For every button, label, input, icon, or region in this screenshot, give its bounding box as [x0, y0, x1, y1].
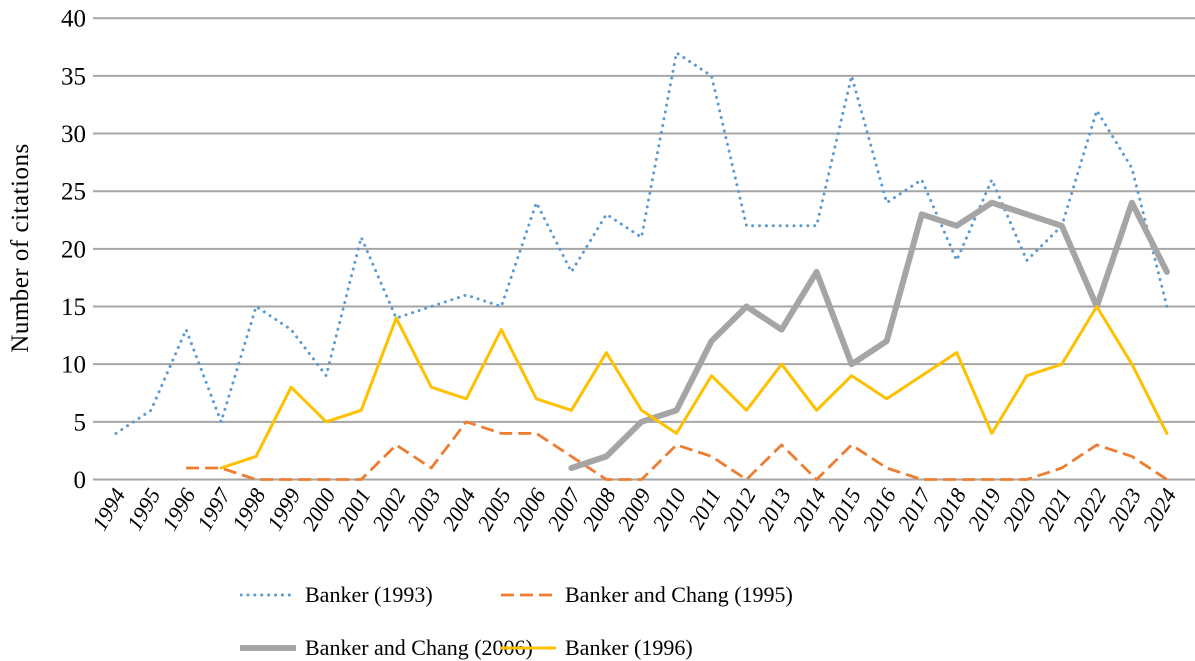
- svg-text:2016: 2016: [857, 484, 901, 535]
- plot-area: 0 5 10 15 20 25 30 35 40 199419951996199719981999…: [61, 6, 1195, 535]
- svg-text:1999: 1999: [262, 484, 306, 535]
- svg-text:30: 30: [61, 121, 86, 148]
- svg-text:0: 0: [74, 467, 87, 494]
- svg-text:2015: 2015: [822, 484, 866, 535]
- series-line-0: [114, 51, 1169, 435]
- legend-key-thick-gray-line: [240, 645, 296, 651]
- svg-text:1996: 1996: [157, 484, 201, 535]
- svg-text:2001: 2001: [332, 484, 376, 535]
- svg-text:2019: 2019: [962, 484, 1006, 535]
- svg-text:1998: 1998: [227, 484, 271, 535]
- svg-text:2017: 2017: [892, 483, 936, 534]
- svg-text:20: 20: [61, 236, 86, 263]
- legend-key-dotted-line: [240, 593, 296, 597]
- legend-item-banker-1996: Banker (1996): [500, 634, 693, 661]
- svg-text:2003: 2003: [402, 484, 446, 535]
- svg-text:2007: 2007: [542, 483, 586, 534]
- svg-text:10: 10: [61, 352, 86, 379]
- svg-text:2018: 2018: [927, 484, 971, 535]
- legend-key-dashed-line: [501, 593, 555, 597]
- svg-text:2021: 2021: [1032, 484, 1076, 535]
- svg-text:2024: 2024: [1138, 484, 1182, 535]
- svg-text:1997: 1997: [192, 483, 236, 534]
- svg-text:2023: 2023: [1103, 484, 1147, 535]
- svg-text:2000: 2000: [297, 484, 341, 535]
- svg-text:2011: 2011: [683, 484, 726, 533]
- legend-item-banker-1993: Banker (1993): [240, 581, 433, 609]
- legend-label: Banker (1996): [565, 635, 693, 660]
- svg-text:35: 35: [61, 63, 86, 90]
- svg-text:2012: 2012: [717, 484, 761, 535]
- series-line-1: [186, 420, 1168, 481]
- svg-text:2004: 2004: [437, 484, 481, 535]
- svg-text:2002: 2002: [367, 484, 411, 535]
- svg-text:2014: 2014: [787, 484, 831, 535]
- svg-text:2013: 2013: [752, 484, 796, 535]
- legend-item-banker-chang-2006: Banker and Chang (2006): [240, 634, 533, 661]
- svg-text:2006: 2006: [507, 484, 551, 535]
- svg-text:5: 5: [74, 409, 87, 436]
- svg-text:2005: 2005: [472, 484, 516, 535]
- svg-text:1995: 1995: [122, 484, 166, 535]
- legend-label: Banker and Chang (2006): [305, 635, 533, 660]
- series-line-3: [219, 305, 1169, 470]
- gridlines: [93, 17, 1195, 481]
- series-line-2: [568, 199, 1170, 471]
- legend-label: Banker (1993): [305, 582, 433, 607]
- svg-text:15: 15: [61, 294, 86, 321]
- legend-label: Banker and Chang (1995): [565, 582, 793, 607]
- svg-text:25: 25: [61, 179, 86, 206]
- svg-text:1994: 1994: [87, 484, 131, 535]
- svg-text:2008: 2008: [577, 484, 621, 535]
- svg-text:2022: 2022: [1068, 484, 1112, 535]
- x-axis-tick-labels: 1994199519961997199819992000200120022003…: [87, 483, 1182, 534]
- legend-key-yellow-line: [500, 646, 556, 650]
- legend-item-banker-chang-1995: Banker and Chang (1995): [500, 581, 793, 609]
- svg-text:2009: 2009: [612, 484, 656, 535]
- svg-text:2010: 2010: [647, 484, 691, 535]
- svg-text:40: 40: [61, 6, 86, 33]
- y-axis-tick-labels: 0 5 10 15 20 25 30 35 40: [61, 6, 86, 494]
- svg-text:2020: 2020: [997, 484, 1041, 535]
- y-axis-title: Number of citations: [7, 143, 34, 353]
